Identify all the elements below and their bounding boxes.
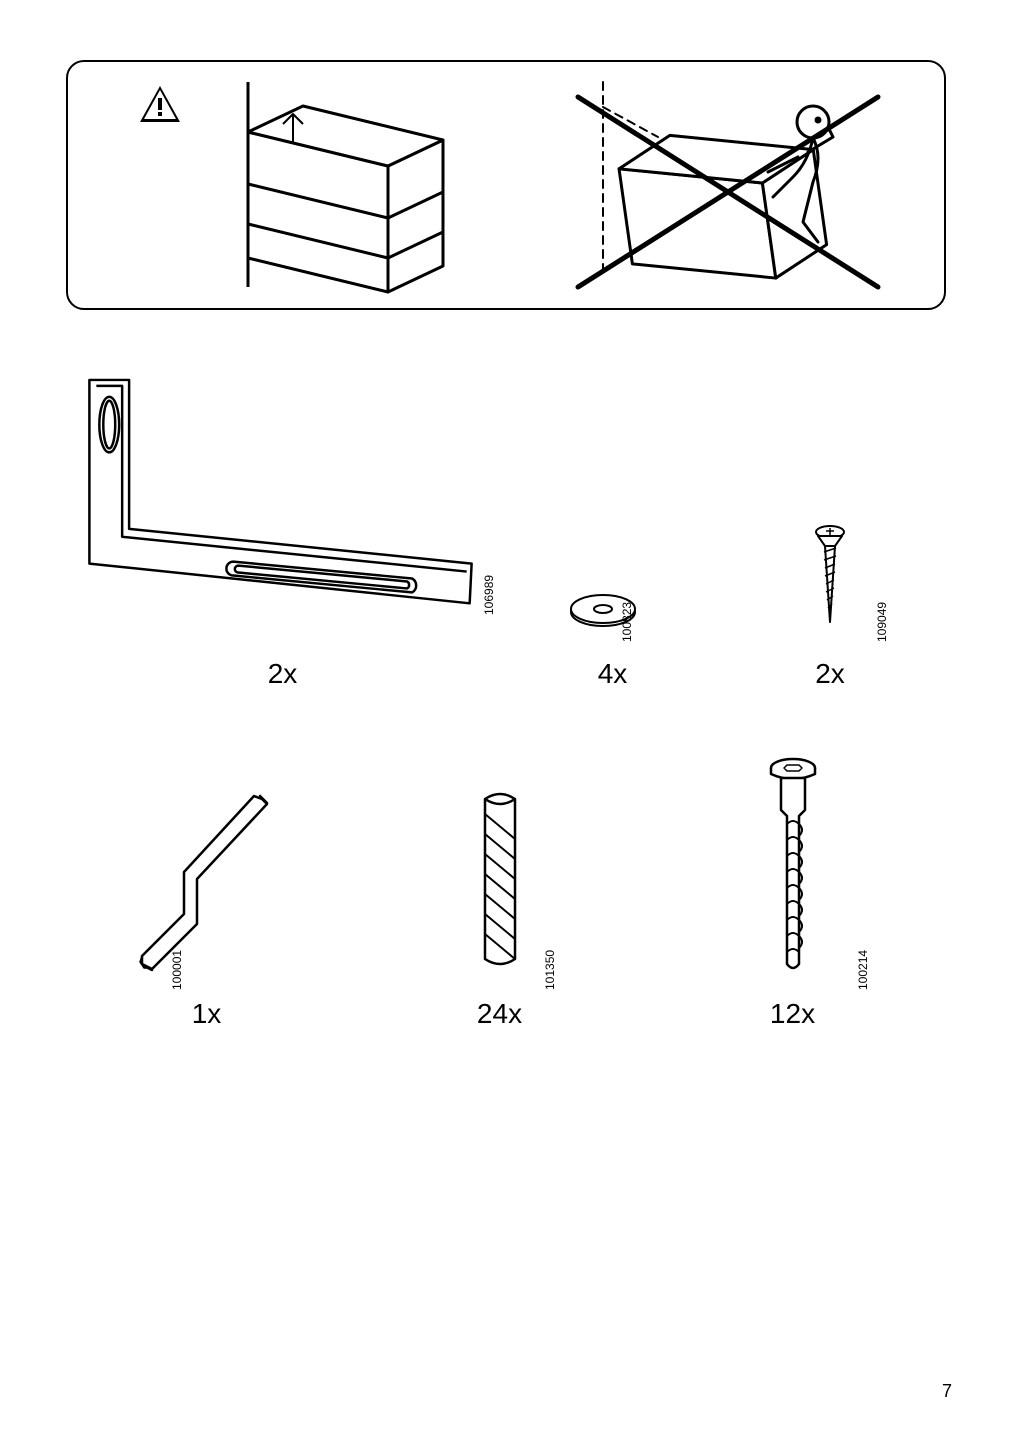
part-qty: 1x — [192, 998, 222, 1030]
part-number: 101350 — [543, 950, 557, 990]
page-number: 7 — [942, 1381, 952, 1402]
part-qty: 2x — [815, 658, 845, 690]
hex-key-icon — [122, 784, 292, 984]
part-washer: 100823 4x — [505, 370, 720, 690]
warning-illustrations — [68, 62, 944, 308]
part-qty: 2x — [268, 658, 298, 690]
part-wood-screw-small: 109049 2x — [720, 370, 940, 690]
part-qty: 12x — [770, 998, 815, 1030]
part-hex-key: 100001 1x — [60, 730, 353, 1030]
hardware-row-2: 100001 1x — [60, 730, 940, 1030]
part-number: 109049 — [875, 602, 889, 642]
safety-warning-panel — [66, 60, 946, 310]
part-number: 100823 — [620, 602, 634, 642]
washer-icon — [553, 582, 673, 642]
part-wooden-dowel: 101350 24x — [353, 730, 646, 1030]
part-qty: 24x — [477, 998, 522, 1030]
part-number: 100001 — [170, 950, 184, 990]
part-number: 106989 — [482, 575, 496, 615]
confirmat-screw-icon — [753, 754, 833, 984]
hardware-row-1: 106989 2x 100823 4x — [60, 370, 940, 690]
part-confirmat-screw: 100214 12x — [646, 730, 939, 1030]
dowel-icon — [460, 784, 540, 984]
l-bracket-icon — [73, 370, 493, 648]
part-qty: 4x — [598, 658, 628, 690]
part-l-bracket: 106989 2x — [60, 370, 505, 690]
part-number: 100214 — [856, 950, 870, 990]
small-screw-icon — [800, 522, 860, 642]
manual-page: 106989 2x 100823 4x — [0, 0, 1012, 1432]
